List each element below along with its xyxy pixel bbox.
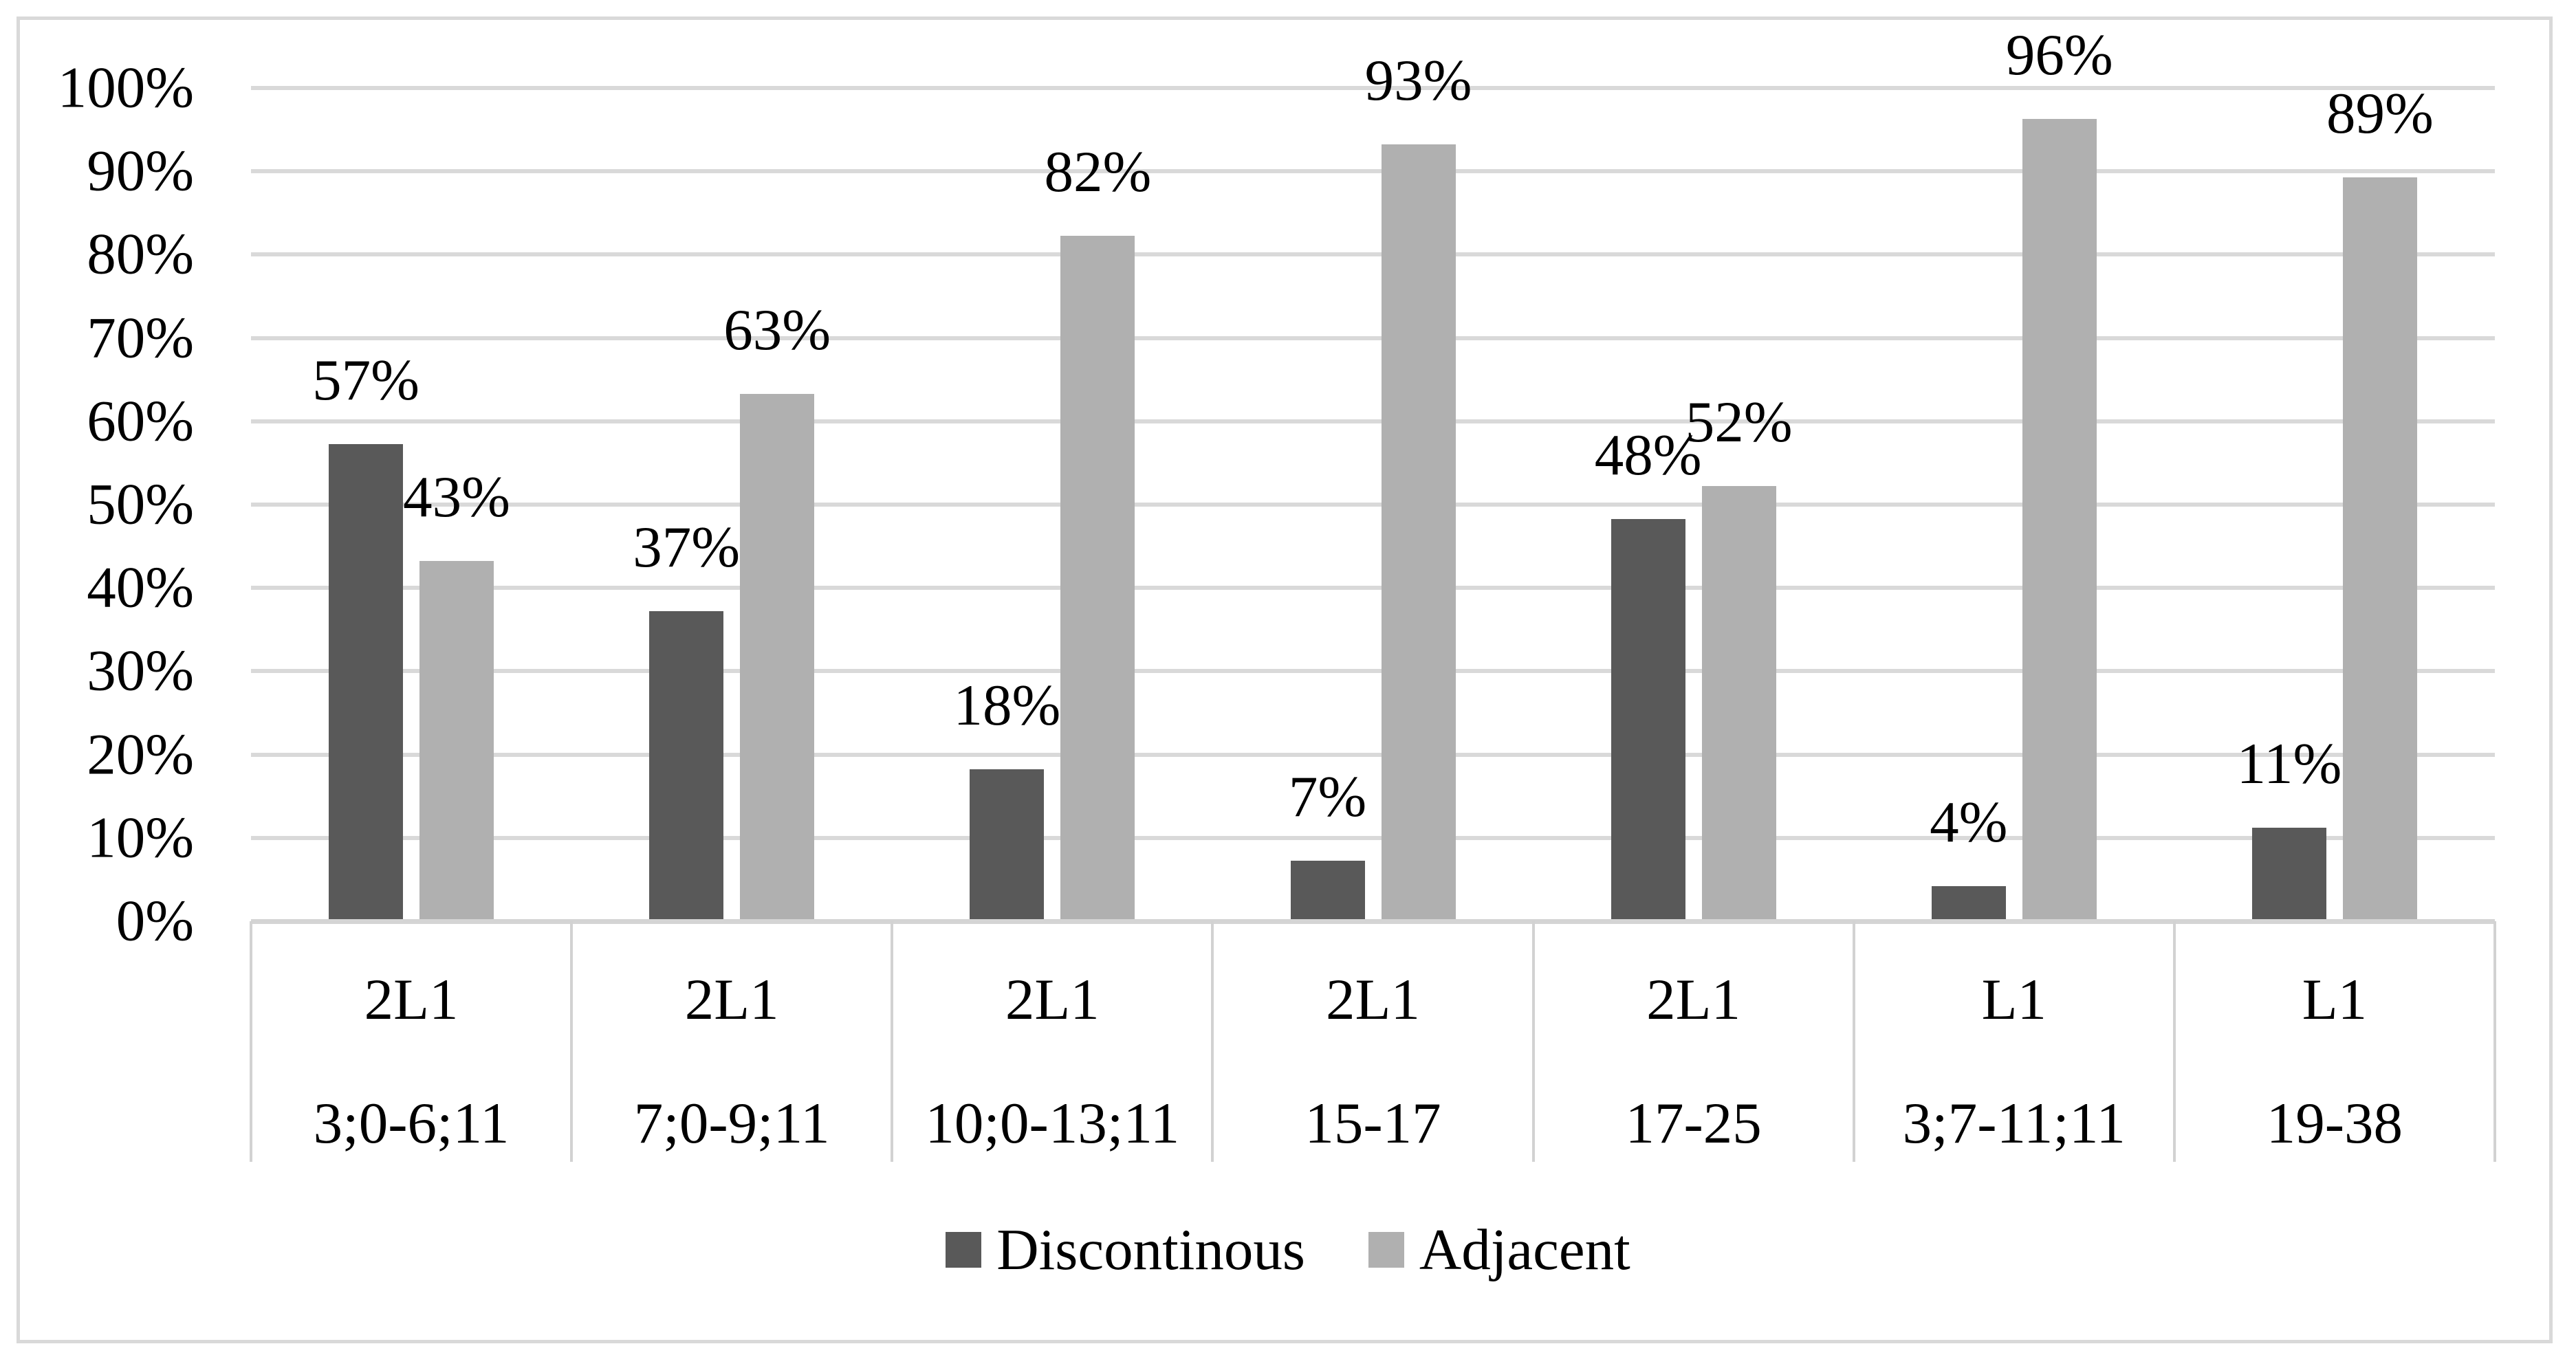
category-age-label: 3;7-11;11 (1902, 1091, 2126, 1156)
value-label-discontinous-6: 11% (2236, 731, 2342, 796)
category-separator (1531, 921, 1535, 1162)
category-group-label: 2L1 (1646, 967, 1741, 1032)
bar-discontinous-5 (1931, 885, 2006, 919)
value-label-discontinous-0: 57% (312, 348, 419, 413)
category-age-label: 7;0-9;11 (633, 1091, 830, 1156)
bar-adjacent-2 (1060, 236, 1135, 919)
legend-swatch-discontinous (946, 1232, 982, 1268)
value-label-adjacent-6: 89% (2326, 81, 2434, 146)
bar-adjacent-0 (419, 560, 494, 919)
value-label-adjacent-5: 96% (2005, 23, 2113, 88)
gridline (251, 252, 2495, 257)
bar-adjacent-6 (2342, 177, 2417, 919)
category-separator (1211, 921, 1214, 1162)
plot-area: 57% 37% 18% 7% 48% 4% 11% 43% 63% 82% 93% 52% 96% 89% (251, 26, 2495, 924)
category-age-label: 10;0-13;11 (925, 1091, 1180, 1156)
value-label-discontinous-4: 48% (1594, 423, 1702, 488)
x-axis-category-table: 2L1 3;0-6;11 2L1 7;0-9;11 2L1 10;0-13;11 2L1 15… (250, 921, 2496, 1163)
category-group-label: 2L1 (364, 967, 459, 1032)
category-group-label: L1 (2302, 967, 2368, 1032)
category-age-label: 15-17 (1305, 1091, 1441, 1156)
y-axis-tick-label: 0% (116, 888, 194, 954)
category-separator (250, 921, 252, 1162)
value-label-adjacent-1: 63% (723, 298, 831, 363)
category-separator (2493, 921, 2496, 1162)
bar-discontinous-6 (2251, 827, 2326, 919)
value-label-discontinous-2: 18% (953, 672, 1061, 738)
value-label-adjacent-0: 43% (403, 464, 510, 529)
value-label-discontinous-3: 7% (1288, 764, 1367, 830)
category-age-label: 17-25 (1625, 1091, 1762, 1156)
legend: Discontinous Adjacent (0, 1215, 2576, 1284)
bar-discontinous-3 (1290, 861, 1365, 919)
gridline (251, 835, 2495, 840)
value-label-adjacent-3: 93% (1364, 47, 1472, 113)
category-group-label: L1 (1981, 967, 2046, 1032)
gridline (251, 752, 2495, 757)
y-axis: 100% 90% 80% 70% 60% 50% 40% 30% 20% 10% 0% (0, 58, 194, 950)
value-label-adjacent-4: 52% (1685, 389, 1793, 454)
gridline (251, 86, 2495, 90)
y-axis-tick-label: 30% (87, 638, 194, 703)
gridline (251, 669, 2495, 674)
y-axis-tick-label: 80% (87, 221, 194, 287)
category-separator (570, 921, 574, 1162)
y-axis-tick-label: 100% (57, 55, 194, 120)
bar-adjacent-4 (1701, 485, 1776, 919)
y-axis-tick-label: 70% (87, 305, 194, 371)
category-group-label: 2L1 (1326, 967, 1420, 1032)
value-label-discontinous-1: 37% (633, 514, 741, 580)
category-age-label: 19-38 (2266, 1091, 2403, 1156)
category-separator (2172, 921, 2176, 1162)
bar-discontinous-2 (970, 769, 1045, 919)
category-age-label: 3;0-6;11 (313, 1091, 510, 1156)
y-axis-tick-label: 40% (87, 555, 194, 620)
gridline (251, 503, 2495, 507)
legend-swatch-adjacent (1368, 1232, 1404, 1268)
y-axis-tick-label: 90% (87, 138, 194, 203)
gridline (251, 419, 2495, 423)
legend-label-discontinous: Discontinous (996, 1217, 1305, 1282)
legend-label-adjacent: Adjacent (1419, 1217, 1630, 1282)
x-axis-line (251, 919, 2495, 924)
bar-adjacent-5 (2022, 119, 2097, 919)
category-group-label: 2L1 (684, 967, 779, 1032)
y-axis-tick-label: 20% (87, 722, 194, 787)
category-separator (891, 921, 894, 1162)
bar-adjacent-1 (740, 394, 815, 919)
gridline (251, 335, 2495, 340)
gridline (251, 169, 2495, 174)
value-label-discontinous-5: 4% (1930, 789, 2008, 855)
bar-discontinous-4 (1611, 519, 1685, 919)
value-label-adjacent-2: 82% (1044, 140, 1152, 205)
bar-discontinous-0 (329, 444, 404, 919)
bar-adjacent-3 (1381, 144, 1456, 919)
y-axis-tick-label: 50% (87, 472, 194, 537)
gridline (251, 586, 2495, 591)
y-axis-tick-label: 60% (87, 388, 194, 454)
bar-discontinous-1 (649, 610, 724, 919)
category-separator (1852, 921, 1855, 1162)
category-group-label: 2L1 (1005, 967, 1100, 1032)
y-axis-tick-label: 10% (87, 805, 194, 870)
